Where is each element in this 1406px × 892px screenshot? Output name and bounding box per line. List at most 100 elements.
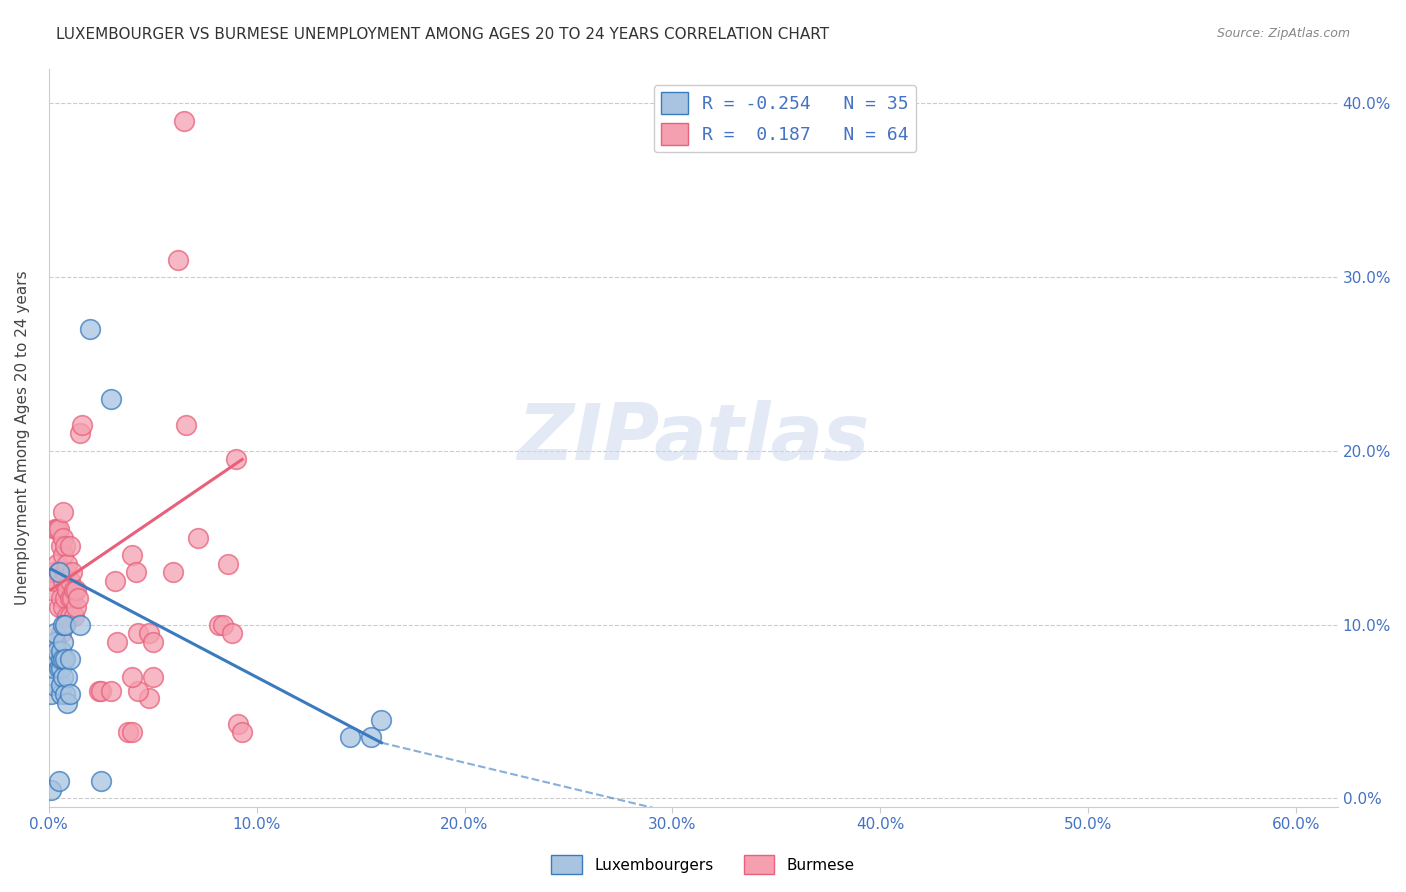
Point bbox=[52, 600, 75, 615]
Point bbox=[121, 670, 143, 684]
Point bbox=[42, 661, 65, 675]
Point bbox=[138, 626, 160, 640]
Point bbox=[39, 582, 62, 597]
Point bbox=[60, 566, 83, 580]
Point bbox=[56, 608, 79, 623]
Point bbox=[51, 591, 73, 606]
Point bbox=[51, 678, 73, 692]
Point bbox=[46, 652, 69, 666]
Point bbox=[226, 716, 249, 731]
Point bbox=[56, 582, 79, 597]
Legend: Luxembourgers, Burmese: Luxembourgers, Burmese bbox=[546, 849, 860, 880]
Point bbox=[52, 548, 75, 562]
Point bbox=[100, 392, 122, 406]
Point bbox=[44, 643, 66, 657]
Point bbox=[56, 696, 79, 710]
Point bbox=[62, 582, 84, 597]
Point bbox=[46, 643, 69, 657]
Point bbox=[51, 539, 73, 553]
Point bbox=[166, 252, 188, 267]
Point bbox=[51, 652, 73, 666]
Text: LUXEMBOURGER VS BURMESE UNEMPLOYMENT AMONG AGES 20 TO 24 YEARS CORRELATION CHART: LUXEMBOURGER VS BURMESE UNEMPLOYMENT AMO… bbox=[56, 27, 830, 42]
Point bbox=[104, 574, 127, 588]
Point bbox=[121, 725, 143, 739]
Point bbox=[48, 661, 70, 675]
Point bbox=[127, 626, 149, 640]
Point bbox=[87, 683, 110, 698]
Point bbox=[52, 652, 75, 666]
Point bbox=[121, 548, 143, 562]
Point bbox=[174, 417, 197, 432]
Point bbox=[44, 635, 66, 649]
Point bbox=[125, 566, 148, 580]
Point bbox=[51, 643, 73, 657]
Point bbox=[62, 608, 84, 623]
Point bbox=[69, 617, 91, 632]
Point bbox=[69, 426, 91, 441]
Point bbox=[56, 557, 79, 571]
Point bbox=[360, 731, 382, 745]
Text: Source: ZipAtlas.com: Source: ZipAtlas.com bbox=[1216, 27, 1350, 40]
Point bbox=[162, 566, 184, 580]
Point bbox=[52, 617, 75, 632]
Point bbox=[100, 683, 122, 698]
Point bbox=[65, 600, 87, 615]
Point bbox=[339, 731, 361, 745]
Point bbox=[65, 582, 87, 597]
Point bbox=[225, 452, 247, 467]
Point bbox=[55, 566, 77, 580]
Point bbox=[51, 626, 73, 640]
Point bbox=[48, 522, 70, 536]
Point bbox=[142, 670, 165, 684]
Point bbox=[44, 626, 66, 640]
Point bbox=[52, 531, 75, 545]
Point bbox=[48, 566, 70, 580]
Y-axis label: Unemployment Among Ages 20 to 24 years: Unemployment Among Ages 20 to 24 years bbox=[15, 270, 30, 605]
Point bbox=[46, 522, 69, 536]
Point bbox=[52, 505, 75, 519]
Point bbox=[55, 591, 77, 606]
Point bbox=[48, 600, 70, 615]
Point bbox=[66, 591, 89, 606]
Point bbox=[60, 591, 83, 606]
Point bbox=[42, 566, 65, 580]
Point bbox=[39, 687, 62, 701]
Point bbox=[58, 652, 80, 666]
Point bbox=[46, 557, 69, 571]
Point bbox=[56, 670, 79, 684]
Point bbox=[79, 322, 101, 336]
Point bbox=[55, 687, 77, 701]
Point bbox=[58, 608, 80, 623]
Point bbox=[117, 725, 139, 739]
Point bbox=[58, 591, 80, 606]
Point bbox=[231, 725, 253, 739]
Point bbox=[208, 617, 231, 632]
Point bbox=[370, 713, 392, 727]
Point bbox=[138, 690, 160, 705]
Point bbox=[51, 687, 73, 701]
Point bbox=[48, 566, 70, 580]
Point bbox=[70, 417, 93, 432]
Point bbox=[48, 773, 70, 788]
Point bbox=[39, 782, 62, 797]
Point bbox=[42, 678, 65, 692]
Point bbox=[58, 539, 80, 553]
Text: ZIPatlas: ZIPatlas bbox=[517, 400, 869, 475]
Point bbox=[51, 661, 73, 675]
Point bbox=[90, 683, 112, 698]
Point bbox=[55, 652, 77, 666]
Point bbox=[44, 522, 66, 536]
Point bbox=[44, 574, 66, 588]
Point bbox=[52, 670, 75, 684]
Point bbox=[221, 626, 243, 640]
Point bbox=[173, 113, 195, 128]
Point bbox=[105, 635, 128, 649]
Point bbox=[58, 574, 80, 588]
Point bbox=[212, 617, 235, 632]
Point bbox=[127, 683, 149, 698]
Point bbox=[142, 635, 165, 649]
Point bbox=[52, 574, 75, 588]
Point bbox=[52, 635, 75, 649]
Point bbox=[187, 531, 209, 545]
Point bbox=[90, 773, 112, 788]
